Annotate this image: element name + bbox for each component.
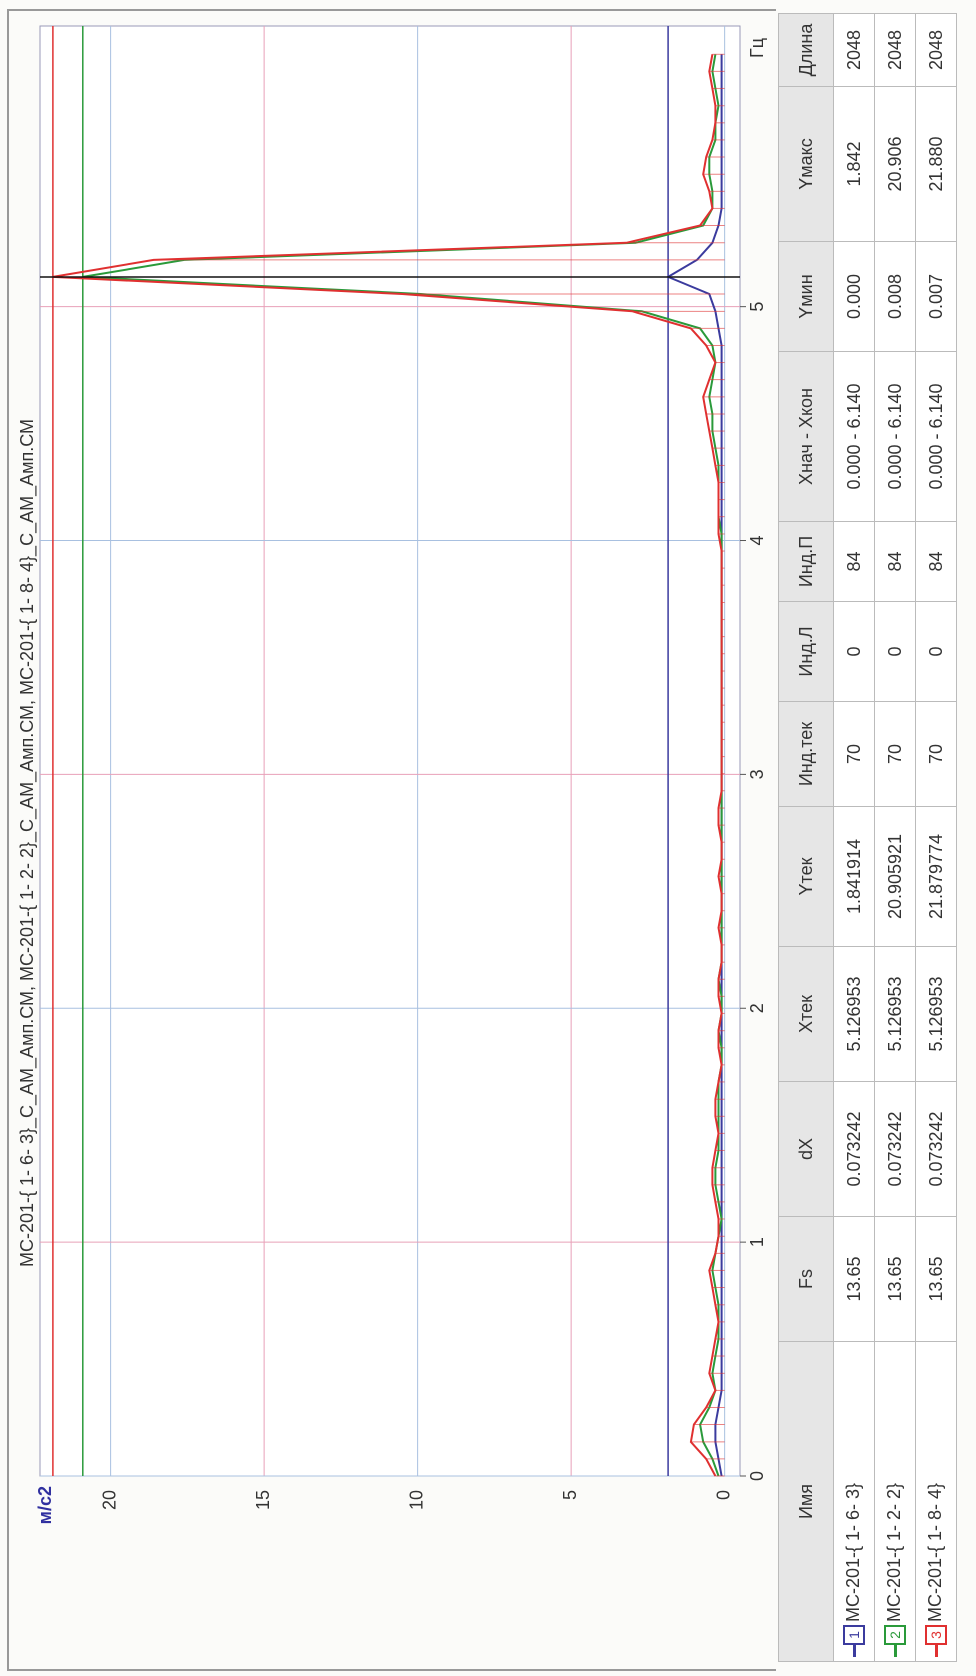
table-cell: 20.906	[874, 86, 916, 242]
legend-line	[893, 1645, 897, 1657]
table-cell: 2048	[874, 13, 916, 87]
y-tick-label: 0	[713, 1490, 733, 1500]
table-cell: 0	[833, 601, 875, 702]
table-cell: 2048	[833, 13, 875, 87]
name-cell: 2 МС-201-{ 1- 2- 2}	[874, 1341, 916, 1662]
column-header: Длина	[778, 13, 834, 87]
legend-marker: 2	[884, 1625, 907, 1645]
legend-marker: 1	[843, 1625, 866, 1645]
table-cell: 0	[874, 601, 916, 702]
table-cell: 13.65	[915, 1216, 957, 1342]
table-cell: 70	[833, 701, 875, 807]
legend-line	[934, 1645, 938, 1657]
x-tick-label: 0	[747, 1471, 767, 1481]
legend-marker: 3	[925, 1625, 948, 1645]
x-tick-label: 3	[747, 769, 767, 779]
column-header: Yмакс	[778, 86, 834, 242]
table-cell: 0.000 - 6.140	[915, 351, 957, 522]
column-header: Yтек	[778, 806, 834, 947]
table-cell: 0.073242	[833, 1081, 875, 1217]
x-axis-label: Гц	[747, 38, 767, 58]
table-cell: 0	[915, 601, 957, 702]
table-cell: 5.126953	[915, 946, 957, 1082]
chart: МС-201-{ 1- 6- 3}_С_АМ_Амп.СМ, МС-201-{ …	[7, 9, 969, 1671]
y-tick-label: 10	[406, 1490, 426, 1510]
table-cell: 70	[874, 701, 916, 807]
column-header: Инд.П	[778, 521, 834, 602]
column-header: Xтек	[778, 946, 834, 1082]
table-cell: 0.000	[833, 241, 875, 352]
table-cell: 84	[874, 521, 916, 602]
legend-name: МС-201-{ 1- 2- 2}	[883, 1482, 904, 1622]
data-table: Имя Fs dX Xтек Yтек Инд.тек Инд.Л Инд.П Xнач - X…	[778, 13, 957, 1662]
y-axis-label: м/с2	[35, 1486, 55, 1524]
table-cell: 2048	[915, 13, 957, 87]
x-tick-label: 2	[747, 1003, 767, 1013]
table-row: 3МС-201-{ 1- 8- 4} 13.65 0.073242 5.126953 2…	[915, 13, 957, 1662]
table-cell: 70	[915, 701, 957, 807]
name-cell: 3 МС-201-{ 1- 8- 4}	[915, 1341, 957, 1662]
column-header: Yмин	[778, 241, 834, 352]
column-header: Fs	[778, 1216, 834, 1342]
legend-name: МС-201-{ 1- 8- 4}	[924, 1482, 945, 1622]
name-cell: 1 МС-201-{ 1- 6- 3}	[833, 1341, 875, 1662]
y-tick-label: 20	[99, 1490, 119, 1510]
y-tick-label: 15	[253, 1490, 273, 1510]
table-cell: 0.000 - 6.140	[833, 351, 875, 522]
table-cell: 13.65	[874, 1216, 916, 1342]
x-tick-label: 4	[747, 536, 767, 546]
table-row: 2МС-201-{ 1- 2- 2} 13.65 0.073242 5.126953 2…	[874, 13, 916, 1662]
table-cell: 5.126953	[833, 946, 875, 1082]
x-tick-label: 1	[747, 1237, 767, 1247]
table-cell: 20.905921	[874, 806, 916, 947]
table-row: 1МС-201-{ 1- 6- 3} 13.65 0.073242 5.126953 1…	[833, 13, 875, 1662]
x-tick-label: 5	[747, 302, 767, 312]
table-cell: 84	[915, 521, 957, 602]
table-cell: 21.879774	[915, 806, 957, 947]
table-cell: 13.65	[833, 1216, 875, 1342]
table-cell: 0.000 - 6.140	[874, 351, 916, 522]
table-cell: 0.008	[874, 241, 916, 352]
table-cell: 84	[833, 521, 875, 602]
y-tick-label: 5	[560, 1490, 580, 1500]
column-header: dX	[778, 1081, 834, 1217]
legend-name: МС-201-{ 1- 6- 3}	[842, 1482, 863, 1622]
table-cell: 5.126953	[874, 946, 916, 1082]
header-row: Имя Fs dX Xтек Yтек Инд.тек Инд.Л Инд.П Xнач - X…	[778, 13, 834, 1662]
table-cell: 0.073242	[915, 1081, 957, 1217]
column-header: Имя	[778, 1341, 834, 1662]
column-header: Xнач - Xкон	[778, 351, 834, 522]
series-line	[52, 54, 723, 1477]
column-header: Инд.тек	[778, 701, 834, 807]
table-cell: 0.007	[915, 241, 957, 352]
table-cell: 0.073242	[874, 1081, 916, 1217]
table-cell: 1.841914	[833, 806, 875, 947]
table-cell: 21.880	[915, 86, 957, 242]
chart-title: МС-201-{ 1- 6- 3}_С_АМ_Амп.СМ, МС-201-{ …	[17, 419, 38, 1267]
legend-line	[852, 1645, 856, 1657]
column-header: Инд.Л	[778, 601, 834, 702]
table-cell: 1.842	[833, 86, 875, 242]
